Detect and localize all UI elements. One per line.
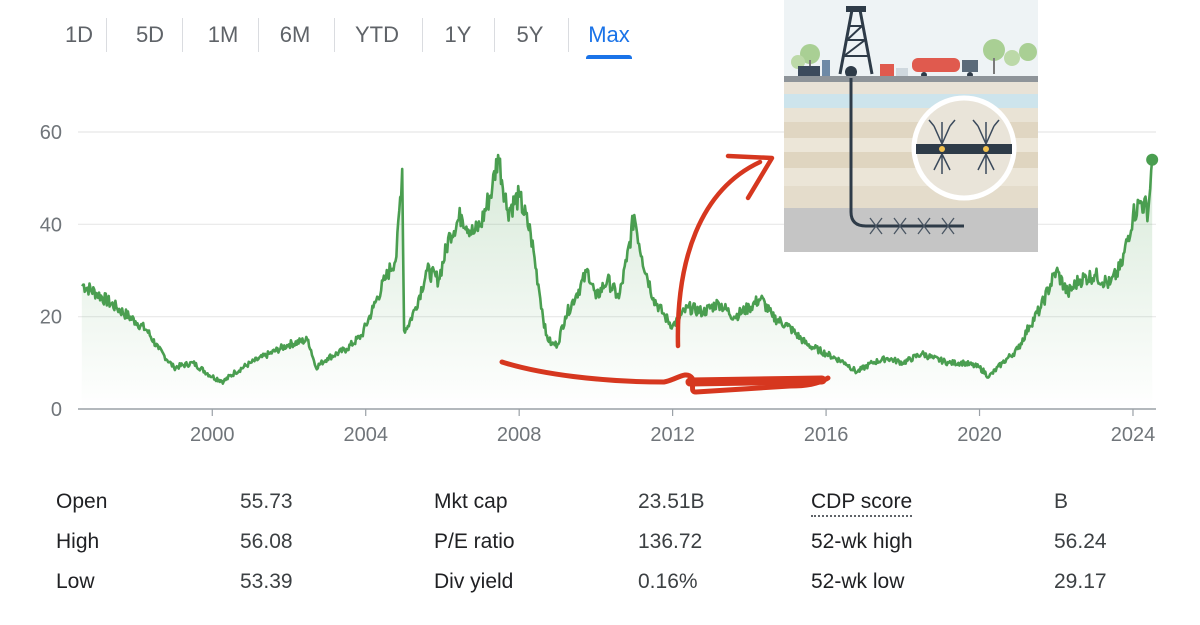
tab-5y[interactable]: 5Y bbox=[516, 22, 544, 47]
stat-label-open: Open bbox=[56, 490, 108, 513]
x-tick-label: 2020 bbox=[957, 424, 1002, 446]
y-axis-ticks: 0 20 40 60 bbox=[40, 122, 62, 421]
tab-6m[interactable]: 6M bbox=[279, 22, 311, 47]
stat-value-52wk-high: 56.24 bbox=[1054, 530, 1107, 553]
x-tick-label: 2012 bbox=[650, 424, 695, 446]
tab-divider bbox=[258, 18, 259, 52]
tab-1d[interactable]: 1D bbox=[64, 22, 94, 47]
x-tick-label: 2004 bbox=[343, 424, 388, 446]
x-tick-label: 2000 bbox=[190, 424, 235, 446]
stat-value-pe-ratio: 136.72 bbox=[638, 530, 703, 553]
tab-ytd[interactable]: YTD bbox=[355, 22, 399, 47]
y-tick-label: 0 bbox=[51, 399, 62, 421]
stat-label-52wk-low: 52-wk low bbox=[811, 570, 905, 593]
stat-value-cdp-score: B bbox=[1054, 490, 1069, 513]
y-tick-label: 40 bbox=[40, 214, 62, 236]
stat-value-52wk-low: 29.17 bbox=[1054, 570, 1107, 593]
stat-value-div-yield: 0.16% bbox=[638, 570, 698, 593]
tab-1m[interactable]: 1M bbox=[207, 22, 239, 47]
tab-divider bbox=[182, 18, 183, 52]
y-tick-label: 60 bbox=[40, 122, 62, 144]
stat-value-high: 56.08 bbox=[240, 530, 293, 553]
annotation-arrow-shaft bbox=[675, 159, 763, 349]
stat-label-mkt-cap: Mkt cap bbox=[434, 490, 508, 513]
y-tick-label: 20 bbox=[40, 307, 62, 329]
stat-label-high: High bbox=[56, 530, 100, 553]
stat-label-cdp-score[interactable]: CDP score bbox=[811, 490, 913, 517]
annotation-underline bbox=[499, 359, 831, 395]
tab-1y[interactable]: 1Y bbox=[444, 22, 472, 47]
tab-divider bbox=[334, 18, 335, 52]
fracking-well-illustration bbox=[784, 0, 1038, 252]
tab-max[interactable]: Max bbox=[588, 22, 630, 47]
tab-divider bbox=[568, 18, 569, 52]
stat-label-pe-ratio: P/E ratio bbox=[434, 530, 515, 553]
annotation-thick-stroke bbox=[685, 375, 827, 387]
x-tick-label: 2016 bbox=[804, 424, 849, 446]
stat-value-low: 53.39 bbox=[240, 570, 293, 593]
tab-divider bbox=[494, 18, 495, 52]
stat-label-low: Low bbox=[56, 570, 95, 593]
x-tick-label: 2024 bbox=[1111, 424, 1156, 446]
active-tab-indicator bbox=[586, 55, 632, 59]
stat-label-52wk-high: 52-wk high bbox=[811, 530, 913, 553]
range-tabs: 1D 5D 1M 6M YTD 1Y 5Y Max bbox=[0, 0, 1200, 70]
tab-divider bbox=[106, 18, 107, 52]
last-price-dot[interactable] bbox=[1146, 153, 1159, 166]
x-tick-label: 2008 bbox=[497, 424, 542, 446]
stat-value-open: 55.73 bbox=[240, 490, 293, 513]
tab-divider bbox=[422, 18, 423, 52]
x-axis-ticks: 2000 2004 2008 2012 2016 2020 2024 bbox=[190, 409, 1155, 446]
stat-label-div-yield: Div yield bbox=[434, 570, 514, 593]
stat-value-mkt-cap: 23.51B bbox=[638, 490, 705, 513]
price-line bbox=[81, 153, 1154, 385]
annotation-arrow-head bbox=[725, 153, 775, 201]
tab-5d[interactable]: 5D bbox=[135, 22, 165, 47]
